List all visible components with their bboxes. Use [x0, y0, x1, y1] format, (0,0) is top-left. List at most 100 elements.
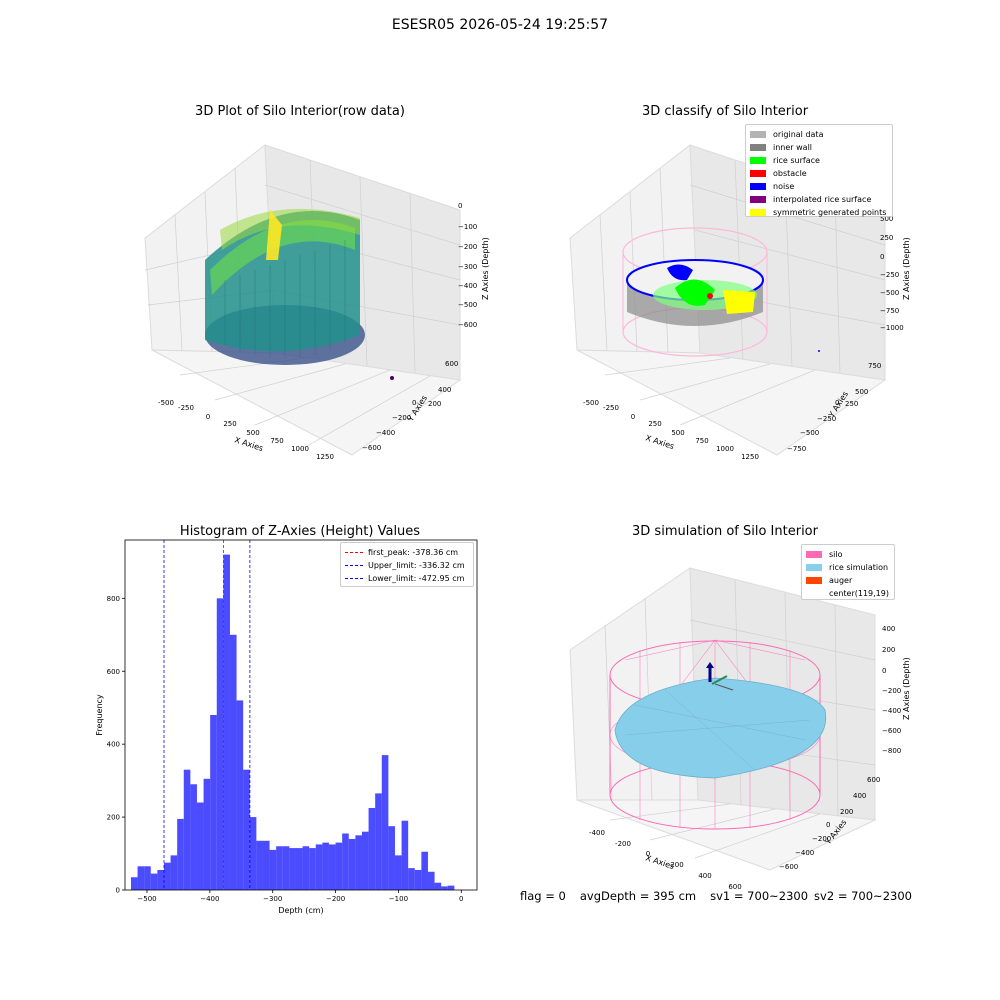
y-tick-label: −600 — [362, 444, 381, 452]
histogram-bar — [177, 818, 184, 890]
outlier-point — [390, 376, 394, 380]
histogram-bar — [302, 846, 310, 890]
histogram-chart: −500 −400 −300 −200 −100 0 0 200 400 600 800 Depth … — [95, 539, 478, 915]
y-tick-label: −750 — [787, 445, 806, 453]
z-tick-label: 200 — [882, 646, 895, 654]
x-tick-label: 600 — [728, 883, 741, 890]
x-axis-label: X Axies — [644, 853, 675, 871]
legend-label: rice surface — [773, 156, 820, 165]
histogram-bar — [249, 817, 257, 890]
legend-label: obstacle — [773, 169, 807, 178]
y-tick-label: 250 — [845, 400, 858, 408]
legend-entry: rice simulation — [806, 561, 894, 574]
y-tick-label: 500 — [855, 388, 868, 396]
legend-swatch — [806, 577, 822, 584]
legend-label: inner wall — [773, 143, 813, 152]
x-tick-label: -250 — [178, 404, 194, 412]
legend-label: Lower_limit: -472.95 cm — [368, 574, 465, 583]
histogram-bar — [394, 855, 402, 890]
sv2-text: sv2 = 700~2300 — [814, 889, 912, 903]
z-tick-label: −250 — [880, 271, 899, 279]
flag-text: flag = 0 — [520, 889, 566, 903]
histogram-bar — [434, 882, 442, 890]
histogram-bar — [210, 715, 217, 890]
histogram-bar — [414, 869, 422, 890]
histogram-bar — [348, 838, 356, 890]
legend-swatch — [345, 565, 363, 566]
y-tick-label: −400 — [376, 429, 395, 437]
x-tick-label: 500 — [246, 429, 259, 437]
z-tick-label: −300 — [458, 263, 477, 271]
panel-title: 3D Plot of Silo Interior(row data) — [195, 104, 405, 119]
legend-entry: noise — [750, 180, 892, 193]
x-tick-label: 0 — [459, 895, 463, 903]
histogram-legend: first_peak: -378.36 cm Upper_limit: -336.… — [340, 542, 474, 587]
histogram-bar — [157, 869, 164, 890]
y-tick-label: 400 — [107, 741, 120, 749]
histogram-bar — [342, 833, 349, 890]
histogram-bar — [315, 844, 323, 890]
x-tick-label: 750 — [695, 437, 708, 445]
x-tick-label: 250 — [223, 420, 236, 428]
histogram-bar — [150, 873, 158, 890]
y-tick-label: 200 — [107, 814, 120, 822]
x-tick-label: 400 — [698, 872, 711, 880]
panel-title: 3D simulation of Silo Interior — [632, 524, 818, 539]
legend-swatch — [345, 552, 363, 553]
histogram-panel: Histogram of Z-Axies (Height) Values −50… — [90, 520, 490, 920]
y-tick-label: −200 — [812, 835, 831, 843]
legend-entry: interpolated rice surface — [750, 193, 892, 206]
avg-depth-text: avgDepth = 395 cm — [579, 889, 697, 903]
legend-label: rice simulation — [829, 563, 889, 572]
x-tick-label: 750 — [270, 437, 283, 445]
y-tick-label: 0 — [826, 821, 830, 829]
z-tick-label: −500 — [880, 289, 899, 297]
legend-entry: inner wall — [750, 141, 892, 154]
y-tick-label: 750 — [868, 362, 881, 370]
y-tick-label: 0 — [835, 399, 839, 407]
legend-swatch — [806, 564, 822, 571]
histogram-bar — [282, 846, 290, 890]
x-tick-label: −300 — [263, 895, 282, 903]
y-tick-label: −200 — [392, 414, 411, 422]
z-tick-label: −750 — [880, 307, 899, 315]
histogram-bar — [183, 769, 191, 890]
simulation-3d-axes: -400 -200 0 200 400 600 X Axies 600 400 … — [569, 567, 911, 890]
histogram-bar — [236, 700, 244, 890]
x-tick-label: 1000 — [291, 445, 309, 453]
histogram-bar — [289, 848, 296, 890]
y-axis-label: Frequency — [95, 694, 104, 736]
legend-entry: silo — [806, 548, 894, 561]
y-tick-label: −600 — [779, 863, 798, 871]
x-axis-label: X Axies — [233, 435, 264, 453]
histogram-bar — [243, 769, 250, 890]
legend-swatch — [750, 144, 766, 151]
legend-swatch — [806, 590, 822, 597]
y-tick-label: 800 — [107, 595, 120, 603]
legend-swatch — [750, 170, 766, 177]
legend-entry: rice surface — [750, 154, 892, 167]
x-tick-label: 0 — [206, 413, 210, 421]
legend-entry: Upper_limit: -336.32 cm — [345, 559, 473, 572]
histogram-bar — [223, 554, 230, 890]
legend-entry: center(119,19) — [806, 587, 894, 600]
x-tick-label: -500 — [158, 399, 174, 407]
z-tick-label: −400 — [882, 707, 901, 715]
classify-panel: 3D classify of Silo Interior -500 -250 0… — [555, 100, 915, 470]
histogram-bar — [328, 844, 336, 890]
histogram-bar — [137, 866, 145, 890]
legend-swatch — [750, 183, 766, 190]
x-tick-label: −500 — [137, 895, 156, 903]
histogram-bar — [130, 877, 138, 890]
histogram-bar — [381, 755, 389, 890]
z-tick-label: −200 — [458, 243, 477, 251]
z-tick-label: −400 — [458, 282, 477, 290]
x-tick-label: 1250 — [741, 453, 759, 461]
z-tick-label: −500 — [458, 301, 477, 309]
legend-entry: symmetric generated points — [750, 206, 892, 219]
histogram-bar — [401, 820, 409, 890]
x-tick-label: 0 — [631, 413, 635, 421]
x-tick-label: -400 — [589, 829, 605, 837]
histogram-bar — [170, 855, 178, 890]
legend-label: interpolated rice surface — [773, 195, 872, 204]
